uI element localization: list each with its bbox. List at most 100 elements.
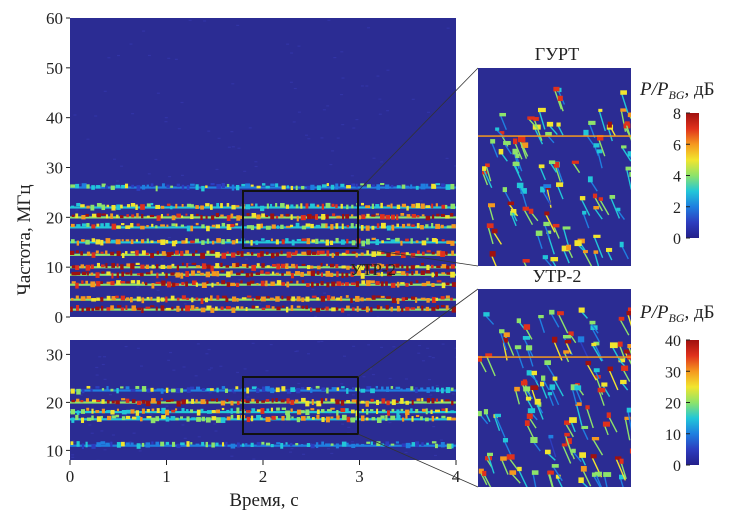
band-cell [70,250,75,255]
band-cell [445,305,449,310]
band-cell [210,215,215,220]
y-tick-label: 10 [46,441,63,460]
band-cell [140,264,145,269]
noise-speck [214,430,218,432]
noise-speck [433,454,437,457]
band-cell [290,442,293,447]
band-cell [100,251,104,254]
band-cell [246,252,250,255]
band-cell [370,270,374,274]
burst-core [494,413,501,418]
band-cell [325,263,329,267]
noise-speck [269,344,273,346]
band-cell [201,263,207,270]
band-line [70,186,456,189]
band-cell [105,442,110,446]
noise-speck [343,355,347,357]
band-cell [395,250,400,256]
band-cell [305,305,308,310]
band-cell [335,264,339,269]
burst-streak [508,203,519,217]
band-cell [116,272,119,279]
band-cell [351,251,357,254]
band-cell [286,281,290,288]
band-cell [220,270,225,273]
band-cell [450,271,455,278]
band-cell [365,263,370,270]
band-cell [161,280,166,286]
noise-speck [351,394,355,396]
band-cell [415,203,421,209]
band-cell [201,441,205,446]
band-cell [341,223,344,230]
band-cell [285,204,290,209]
band-cell [90,264,94,270]
band-cell [86,184,90,189]
band-cell [101,271,105,274]
band-cell [221,239,225,245]
colorbar-tick-label: 30 [665,364,681,381]
burst-core [522,258,530,263]
band-cell [345,282,349,286]
band-cell [156,239,162,243]
burst-core [620,108,627,112]
lower-zoom-box [242,376,359,435]
band-cell [215,409,221,414]
burst-streak [619,318,630,336]
band-cell [141,250,146,255]
band-cell [111,223,117,230]
band-cell [451,306,456,313]
band-cell [355,183,358,188]
burst-core [485,163,490,168]
y-tick-label: 20 [46,393,63,412]
noise-speck [380,346,384,349]
band-cell [360,202,365,206]
band-cell [245,307,248,311]
burst-core [489,251,496,257]
burst-core [503,332,510,338]
band-cell [106,386,109,391]
band-cell [141,297,145,304]
band-cell [400,212,405,216]
band-cell [120,307,125,311]
band-cell [76,240,79,246]
burst-core [478,410,482,417]
band-cell [350,282,356,285]
noise-speck [348,443,352,445]
band-cell [165,409,170,416]
band-cell [91,224,96,229]
noise-speck [213,423,217,425]
burst-streak [500,458,509,475]
band-cell [380,214,385,220]
band-cell [275,398,278,403]
burst-streak [543,185,552,206]
band-cell [441,264,447,269]
band-cell [190,386,195,390]
band-cell [346,224,350,228]
band-cell [335,183,339,190]
band-cell [256,442,261,446]
noise-speck [378,113,382,115]
band-cell [75,295,79,299]
x-tick-label: 3 [355,467,364,486]
noise-speck [103,297,107,299]
band-cell [251,212,257,218]
band-cell [435,183,441,186]
band-cell [280,214,284,218]
band-cell [446,225,452,229]
burst-core [629,171,631,177]
band-cell [450,203,455,209]
band-cell [170,185,174,188]
burst-streak [627,345,631,355]
band-cell [366,441,371,444]
noise-speck [427,111,431,113]
burst-streak [544,213,556,233]
noise-speck [149,414,153,416]
burst-streak [499,330,507,351]
band-cell [165,387,169,393]
burst-core [478,355,483,362]
band-cell [310,443,315,449]
band-cell [445,387,451,394]
burst-core [547,392,553,396]
band-cell [156,388,161,392]
